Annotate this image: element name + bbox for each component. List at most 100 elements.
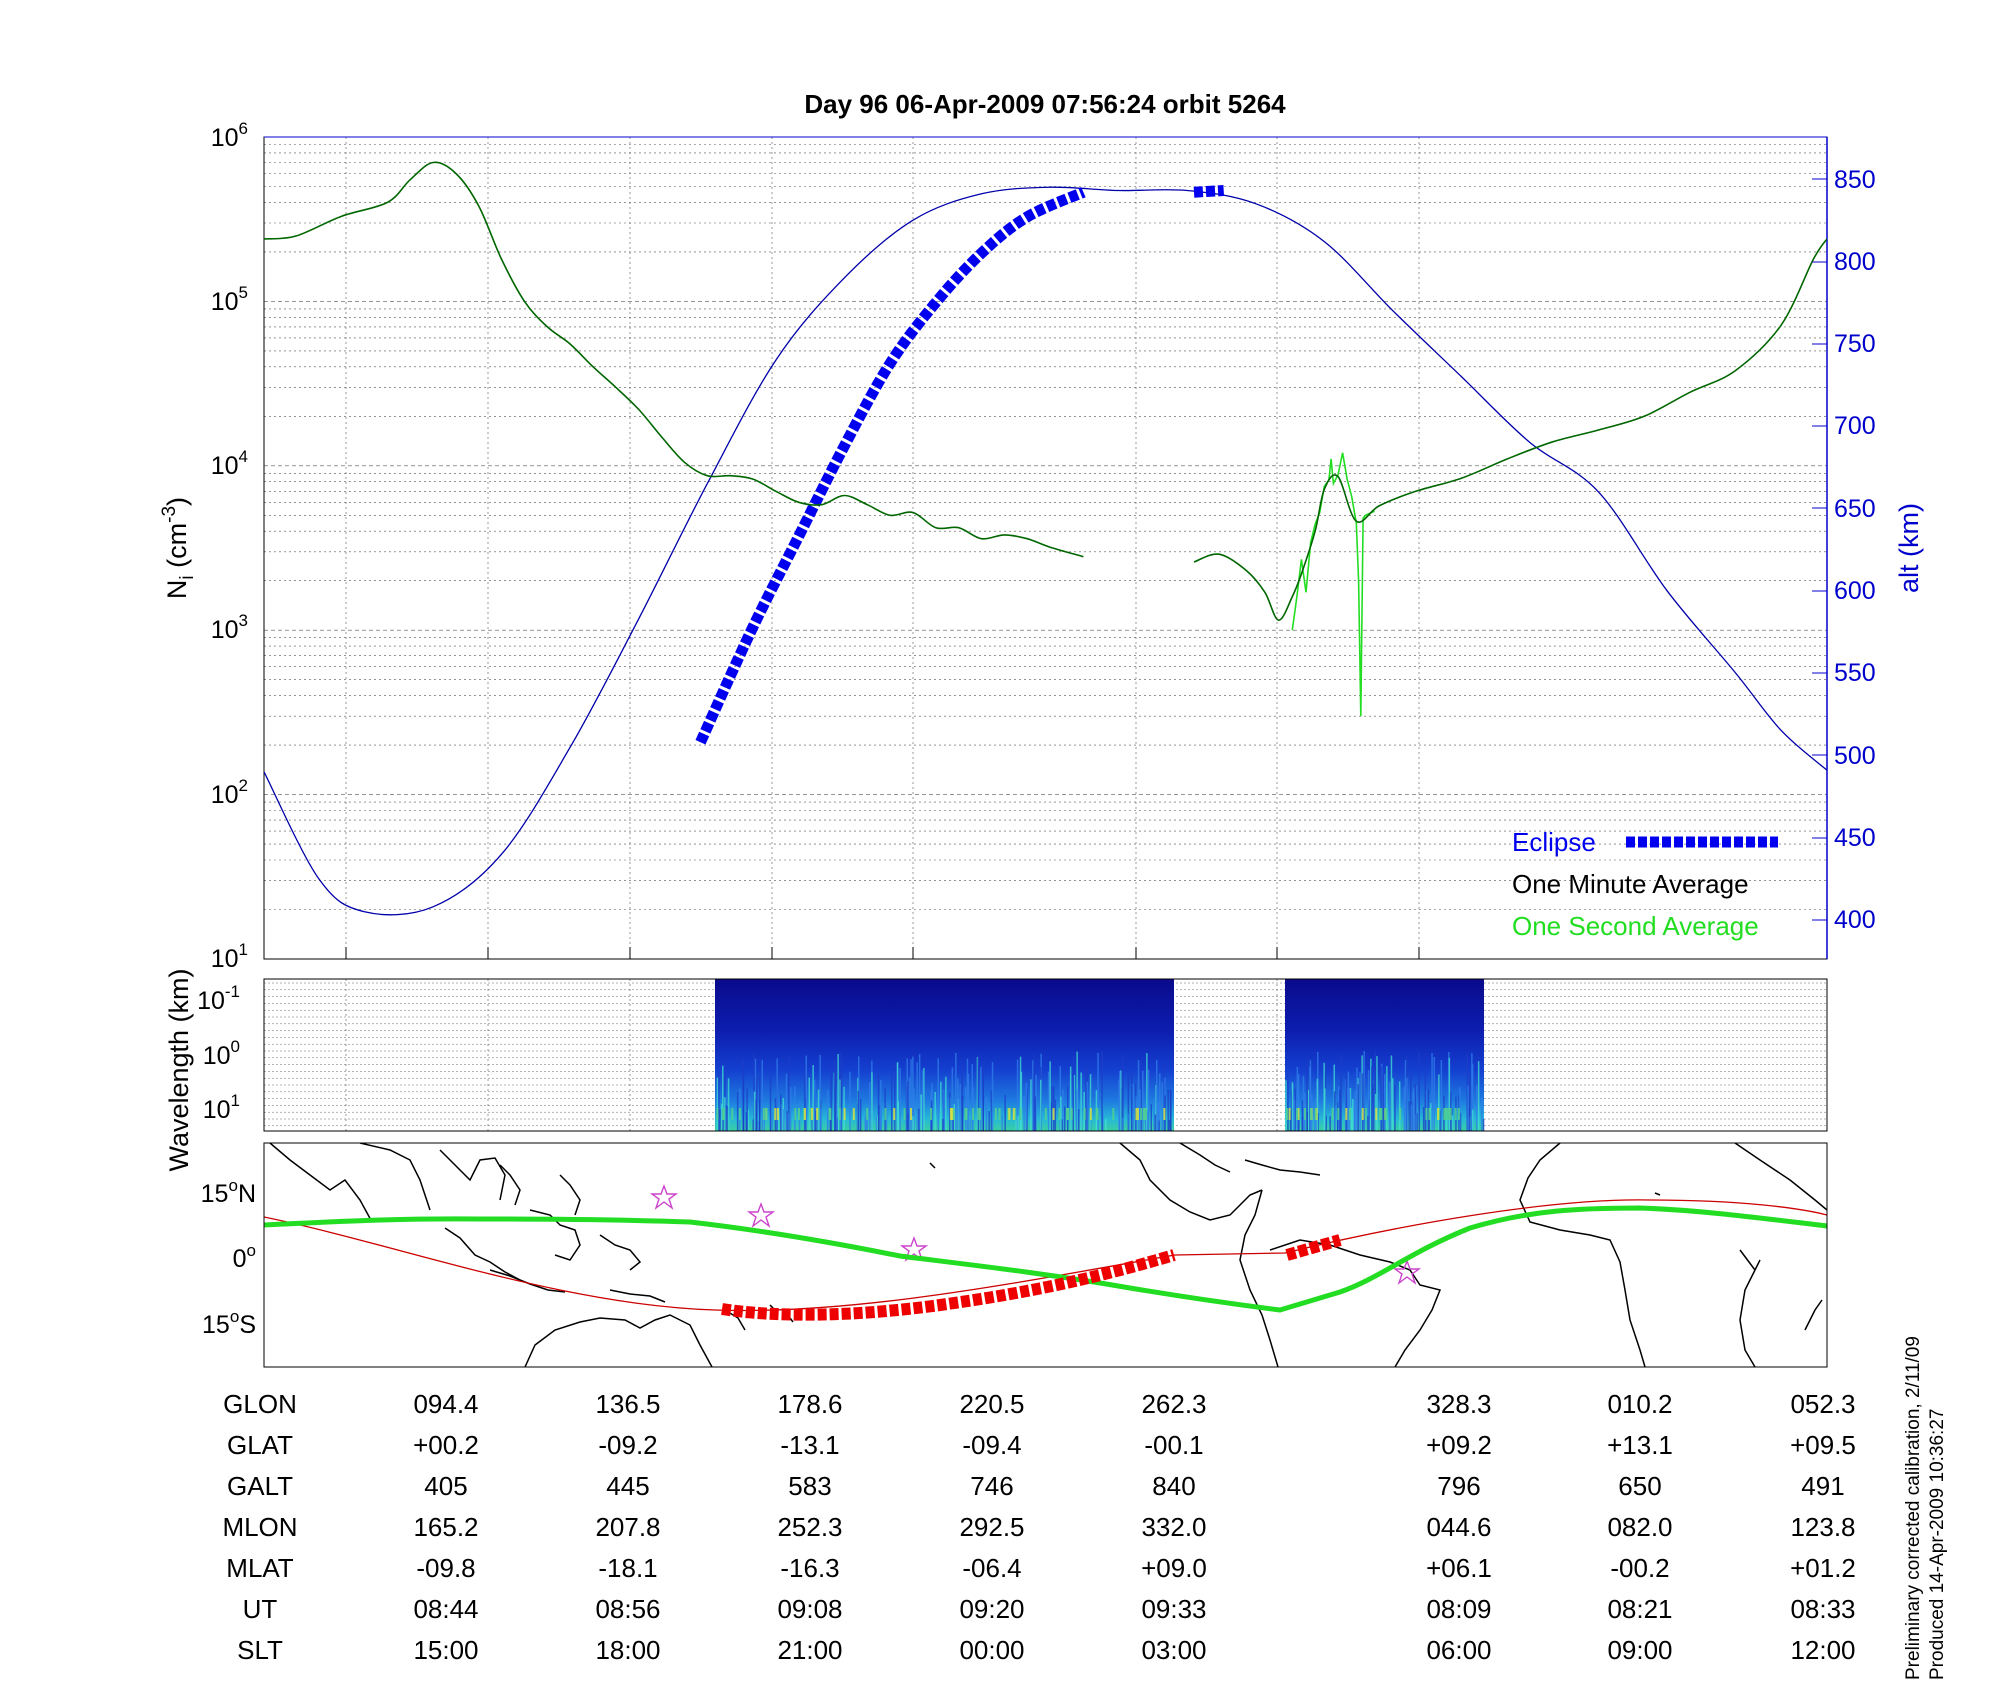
ephemeris-cell: -09.2 — [598, 1430, 657, 1460]
ephemeris-cell: 09:20 — [959, 1594, 1024, 1624]
spectrogram-streak — [1331, 1108, 1334, 1120]
spectrogram-streak — [1357, 1084, 1359, 1131]
spectrogram-streak — [836, 1117, 838, 1131]
map-lat-tick-labels: 15oN 0o 15oS — [201, 1176, 256, 1339]
spectrogram-streak — [1428, 1108, 1431, 1120]
spectrogram-streak — [771, 1112, 774, 1131]
spectrogram-streak — [1323, 1062, 1325, 1131]
spectrogram-streak — [1033, 1054, 1035, 1131]
legend: Eclipse One Minute Average One Second Av… — [1512, 827, 1778, 941]
spectrogram-streak — [1040, 1079, 1042, 1131]
spectrogram-streak — [913, 1088, 915, 1131]
spectrogram-streak — [1384, 1073, 1386, 1131]
spectrogram-streak — [816, 1108, 819, 1120]
spectrogram-streak — [985, 1098, 988, 1131]
spectrogram-streak — [1285, 1080, 1287, 1131]
ephemeris-cell: -00.2 — [1610, 1553, 1669, 1583]
spectrogram-streak — [1367, 1070, 1370, 1131]
spectrogram-streak — [788, 1056, 790, 1131]
one-minute-average-curve — [264, 161, 1084, 558]
spectrogram-streak — [1089, 1108, 1092, 1120]
spectrogram-streak — [843, 1108, 846, 1120]
spectrogram-streak — [1410, 1104, 1413, 1131]
spectrogram-streak — [745, 1112, 747, 1131]
ground-track — [264, 1205, 1827, 1313]
spectrogram-streak — [1339, 1089, 1341, 1131]
ephemeris-cell: 21:00 — [777, 1635, 842, 1665]
spectrogram-streak — [1120, 1088, 1123, 1131]
spectrogram-streak — [903, 1108, 906, 1120]
spectrogram-streak — [1351, 1107, 1353, 1131]
spectrogram-streak — [1127, 1074, 1130, 1131]
lat-tick-label: 15oS — [202, 1307, 256, 1339]
spectrogram-streak — [1015, 1120, 1017, 1131]
spectrogram-streak — [1438, 1108, 1441, 1120]
spectrogram-streak — [776, 1108, 779, 1120]
ephemeris-cell: 136.5 — [595, 1389, 660, 1419]
ephemeris-cell: +09.5 — [1790, 1430, 1856, 1460]
spectrogram-streak — [866, 1108, 869, 1120]
produced-note: Produced 14-Apr-2009 10:36:27 — [1927, 1409, 1948, 1680]
spectrogram-streak — [1140, 1060, 1142, 1131]
altitude-tick: 750 — [1834, 330, 1876, 358]
spectrogram-streak — [1314, 1108, 1317, 1120]
spectrogram-streak — [1147, 1110, 1149, 1131]
spectrogram-streak — [1032, 1060, 1034, 1131]
spectrogram-streak — [1128, 1113, 1130, 1131]
spectrogram-streak — [972, 1108, 974, 1120]
spectrogram-streak — [1014, 1108, 1016, 1120]
spectrogram-streak — [1454, 1108, 1457, 1120]
spectrogram-streak — [1411, 1101, 1414, 1131]
spectrogram-streak — [1131, 1070, 1133, 1131]
spectrogram-streak — [1361, 1108, 1364, 1120]
spectrogram-streak — [1469, 1075, 1471, 1131]
spectrogram-streak — [1414, 1084, 1417, 1131]
spectrogram-streak — [1471, 1053, 1473, 1131]
density-y-tick: 105 — [211, 283, 248, 316]
spectrogram-streak — [1019, 1108, 1022, 1120]
spectrogram-streak — [1467, 1085, 1469, 1131]
spectrogram-streak — [949, 1108, 952, 1120]
spectrogram-streak — [1064, 1106, 1066, 1131]
ephemeris-cell: 010.2 — [1607, 1389, 1672, 1419]
ephemeris-cell: 491 — [1801, 1471, 1844, 1501]
spectrogram-streak — [1430, 1103, 1432, 1131]
chart-title: Day 96 06-Apr-2009 07:56:24 orbit 5264 — [804, 89, 1286, 119]
spectrogram-streak — [1380, 1108, 1383, 1120]
spectrogram-streak — [1146, 1053, 1148, 1131]
orbit-track-line — [264, 1199, 1827, 1312]
spectrogram-streak — [1361, 1073, 1364, 1131]
spectrogram-streak — [742, 1059, 744, 1131]
spectrogram-streak — [884, 1108, 887, 1120]
spectrogram-streak — [1388, 1082, 1391, 1131]
spectrogram-streak — [780, 1104, 783, 1131]
spectrogram-streak — [1112, 1108, 1115, 1120]
spectrogram-streak — [1067, 1108, 1070, 1120]
spectrogram-streak — [1296, 1108, 1299, 1120]
spectrogram-streak — [865, 1113, 868, 1131]
spectrogram-streak — [798, 1108, 800, 1120]
spectrogram-streak — [1058, 1108, 1061, 1120]
spectrogram-streak — [1371, 1066, 1373, 1131]
altitude-tick: 400 — [1834, 906, 1876, 934]
ephemeris-cell: +01.2 — [1790, 1553, 1856, 1583]
spectrogram-streak — [746, 1088, 748, 1131]
spectrogram-streak — [1398, 1081, 1401, 1131]
spectrogram-streak — [1137, 1108, 1139, 1120]
spectrogram-streak — [776, 1058, 778, 1131]
spectrogram-streak — [1150, 1104, 1152, 1131]
one-second-average-curve — [1291, 452, 1375, 717]
spectrogram-streak — [1476, 1085, 1478, 1131]
spectrogram-streak — [736, 1092, 739, 1131]
spectrogram-streak — [1448, 1057, 1451, 1131]
spectrogram-streak — [1034, 1096, 1036, 1131]
eclipse-altitude-segment-2 — [1193, 185, 1225, 198]
spectrogram-streak — [1359, 1072, 1361, 1131]
spectrogram-streak — [977, 1055, 980, 1131]
spectrogram-streak — [1418, 1051, 1420, 1131]
spectrogram-streak — [725, 1105, 728, 1131]
spectrogram-streak — [811, 1111, 814, 1131]
spectrogram-streak — [1384, 1108, 1387, 1120]
spectrogram-streak — [1370, 1058, 1372, 1131]
spectrogram-streak — [1066, 1108, 1068, 1120]
